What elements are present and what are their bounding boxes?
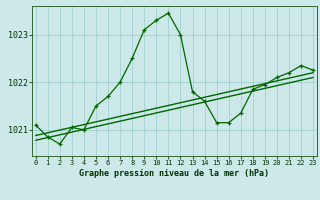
X-axis label: Graphe pression niveau de la mer (hPa): Graphe pression niveau de la mer (hPa) [79, 169, 269, 178]
